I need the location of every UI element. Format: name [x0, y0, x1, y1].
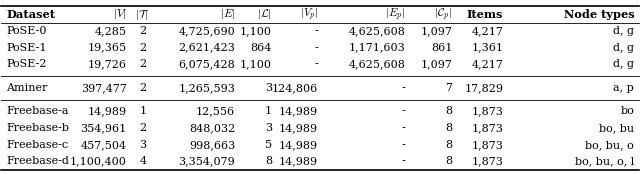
Text: 1,873: 1,873	[472, 140, 503, 150]
Text: 4,217: 4,217	[472, 60, 503, 69]
Text: 8: 8	[445, 123, 452, 133]
Text: 4,625,608: 4,625,608	[349, 26, 406, 36]
Text: 861: 861	[431, 43, 452, 53]
Text: 2: 2	[140, 83, 147, 93]
Text: Aminer: Aminer	[6, 83, 48, 93]
Text: -: -	[402, 156, 406, 167]
Text: 124,806: 124,806	[272, 83, 318, 93]
Text: 3: 3	[265, 123, 272, 133]
Text: $|\mathcal{L}|$: $|\mathcal{L}|$	[257, 7, 272, 21]
Text: 1,100: 1,100	[240, 60, 272, 69]
Text: 14,989: 14,989	[279, 123, 318, 133]
Text: Freebase-c: Freebase-c	[6, 140, 68, 150]
Text: 1,265,593: 1,265,593	[178, 83, 235, 93]
Text: 2: 2	[140, 123, 147, 133]
Text: 4,725,690: 4,725,690	[179, 26, 235, 36]
Text: bo, bu, o, l: bo, bu, o, l	[575, 156, 634, 167]
Text: 14,989: 14,989	[279, 106, 318, 116]
Text: 12,556: 12,556	[196, 106, 235, 116]
Text: 14,989: 14,989	[279, 140, 318, 150]
Text: 1,361: 1,361	[471, 43, 503, 53]
Text: 2,621,423: 2,621,423	[178, 43, 235, 53]
Text: 19,365: 19,365	[88, 43, 127, 53]
Text: $|V|$: $|V|$	[113, 7, 127, 21]
Text: 8: 8	[265, 156, 272, 167]
Text: 8: 8	[445, 156, 452, 167]
Text: a, p: a, p	[614, 83, 634, 93]
Text: 1,097: 1,097	[420, 26, 452, 36]
Text: 1: 1	[265, 106, 272, 116]
Text: 457,504: 457,504	[81, 140, 127, 150]
Text: -: -	[402, 123, 406, 133]
Text: 354,961: 354,961	[80, 123, 127, 133]
Text: -: -	[314, 43, 318, 53]
Text: -: -	[314, 60, 318, 69]
Text: PoSE-0: PoSE-0	[6, 26, 47, 36]
Text: 3: 3	[265, 83, 272, 93]
Text: -: -	[402, 83, 406, 93]
Text: 6,075,428: 6,075,428	[179, 60, 235, 69]
Text: 1,171,603: 1,171,603	[349, 43, 406, 53]
Text: 1,873: 1,873	[472, 156, 503, 167]
Text: 14,989: 14,989	[88, 106, 127, 116]
Text: 2: 2	[140, 60, 147, 69]
Text: PoSE-2: PoSE-2	[6, 60, 47, 69]
Text: 19,726: 19,726	[88, 60, 127, 69]
Text: -: -	[314, 26, 318, 36]
Text: PoSE-1: PoSE-1	[6, 43, 47, 53]
Text: -: -	[402, 106, 406, 116]
Text: bo, bu: bo, bu	[599, 123, 634, 133]
Text: 3,354,079: 3,354,079	[179, 156, 235, 167]
Text: $|E|$: $|E|$	[220, 7, 235, 21]
Text: 8: 8	[445, 140, 452, 150]
Text: Items: Items	[467, 9, 503, 20]
Text: Node types: Node types	[564, 9, 634, 20]
Text: Freebase-a: Freebase-a	[6, 106, 69, 116]
Text: Freebase-b: Freebase-b	[6, 123, 70, 133]
Text: 4,625,608: 4,625,608	[349, 60, 406, 69]
Text: $|E_p|$: $|E_p|$	[385, 6, 406, 22]
Text: 848,032: 848,032	[189, 123, 235, 133]
Text: $|\mathcal{C}_p|$: $|\mathcal{C}_p|$	[434, 6, 452, 22]
Text: 2: 2	[140, 43, 147, 53]
Text: 3: 3	[140, 140, 147, 150]
Text: 4,217: 4,217	[472, 26, 503, 36]
Text: 7: 7	[445, 83, 452, 93]
Text: d, g: d, g	[613, 26, 634, 36]
Text: Dataset: Dataset	[6, 9, 56, 20]
Text: 14,989: 14,989	[279, 156, 318, 167]
Text: 4,285: 4,285	[95, 26, 127, 36]
Text: 4: 4	[140, 156, 147, 167]
Text: 864: 864	[251, 43, 272, 53]
Text: $|V_p|$: $|V_p|$	[300, 6, 318, 22]
Text: 17,829: 17,829	[464, 83, 503, 93]
Text: -: -	[402, 140, 406, 150]
Text: 2: 2	[140, 26, 147, 36]
Text: bo, bu, o: bo, bu, o	[586, 140, 634, 150]
Text: 1: 1	[140, 106, 147, 116]
Text: bo: bo	[620, 106, 634, 116]
Text: Freebase-d: Freebase-d	[6, 156, 69, 167]
Text: 1,100,400: 1,100,400	[70, 156, 127, 167]
Text: 998,663: 998,663	[189, 140, 235, 150]
Text: d, g: d, g	[613, 60, 634, 69]
Text: d, g: d, g	[613, 43, 634, 53]
Text: 8: 8	[445, 106, 452, 116]
Text: 1,873: 1,873	[472, 106, 503, 116]
Text: 5: 5	[265, 140, 272, 150]
Text: 1,873: 1,873	[472, 123, 503, 133]
Text: 1,097: 1,097	[420, 60, 452, 69]
Text: $|\mathcal{T}|$: $|\mathcal{T}|$	[136, 7, 150, 22]
Text: 397,477: 397,477	[81, 83, 127, 93]
Text: 1,100: 1,100	[240, 26, 272, 36]
